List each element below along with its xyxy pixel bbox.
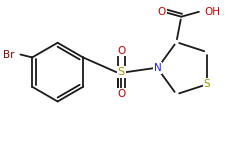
Text: S: S [118,67,125,77]
Text: Br: Br [3,49,15,60]
Text: O: O [117,89,125,99]
Text: OH: OH [205,7,221,17]
Text: O: O [117,46,125,56]
Text: O: O [157,7,166,17]
Text: N: N [154,63,161,73]
Text: S: S [204,79,210,89]
Text: N: N [154,63,161,73]
